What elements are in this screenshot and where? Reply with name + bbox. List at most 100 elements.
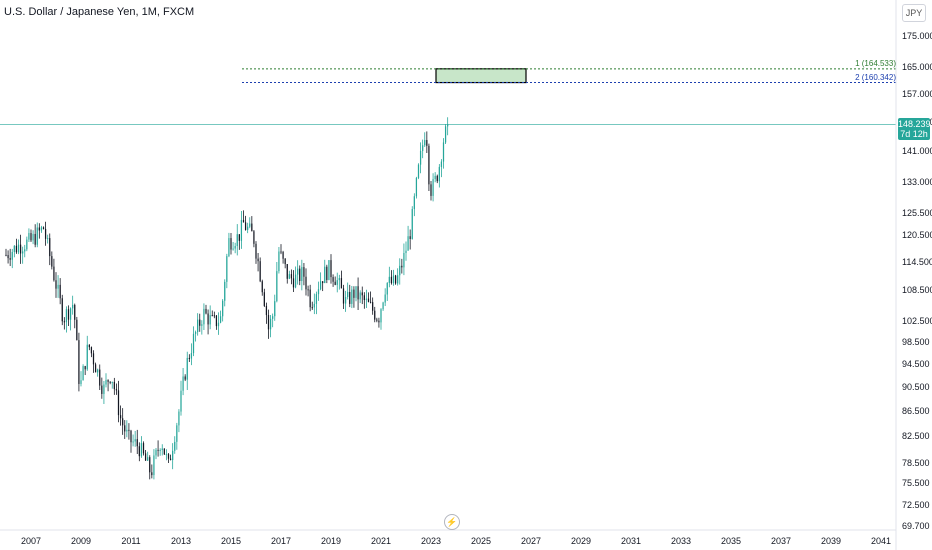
candle-body <box>419 150 422 165</box>
candle-body <box>247 226 249 230</box>
candle-body <box>384 294 386 303</box>
candle-body <box>169 458 172 461</box>
candle-body <box>386 282 388 295</box>
candle-body <box>44 228 47 239</box>
candle-body <box>334 281 336 285</box>
y-tick-label: 90.500 <box>902 381 930 392</box>
candle-body <box>438 166 440 182</box>
candle-body <box>19 244 22 254</box>
candle-body <box>172 450 174 461</box>
candle-body <box>157 449 159 451</box>
candle-body <box>244 222 247 230</box>
x-tick-label: 2021 <box>370 536 392 546</box>
y-tick-label: 94.500 <box>902 358 930 369</box>
candle-body <box>249 223 251 227</box>
lightning-icon[interactable]: ⚡ <box>444 514 460 530</box>
currency-button[interactable]: JPY <box>902 4 926 22</box>
candle-body <box>265 305 268 316</box>
candle-body <box>322 281 324 284</box>
candle-body <box>22 251 24 254</box>
candle-body <box>274 301 276 317</box>
candle-body <box>424 140 426 146</box>
candle-body <box>134 439 136 442</box>
candle-body <box>257 258 259 262</box>
candle-body <box>361 292 363 296</box>
candle-body <box>442 142 445 162</box>
candle-body <box>240 219 243 241</box>
candle-body <box>372 302 374 311</box>
candle-body <box>151 472 153 476</box>
candle-body <box>130 430 132 443</box>
candle-body <box>142 443 145 454</box>
candle-body <box>7 255 9 259</box>
candle-body <box>224 281 226 301</box>
candle-body <box>59 284 61 299</box>
candle-body <box>407 236 409 251</box>
candle-body <box>394 275 397 284</box>
candle-body <box>32 233 34 241</box>
candle-body <box>280 251 282 253</box>
candle-body <box>363 295 365 301</box>
candle-body <box>392 275 395 284</box>
candle-body <box>178 411 180 426</box>
y-tick-label: 75.500 <box>902 478 930 489</box>
candle-body <box>399 265 401 276</box>
candle-body <box>109 381 111 383</box>
candle-body <box>99 369 101 386</box>
candle-body <box>40 227 43 231</box>
candle-body <box>190 353 193 359</box>
candle-body <box>65 309 68 323</box>
candle-body <box>278 251 280 272</box>
y-tick-label: 108.500 <box>902 285 932 296</box>
candle-body <box>267 315 270 330</box>
x-tick-label: 2041 <box>870 536 892 546</box>
candle-body <box>211 315 213 317</box>
candle-body <box>111 381 113 383</box>
candle-body <box>192 333 195 354</box>
x-tick-label: 2027 <box>520 536 542 546</box>
x-tick-label: 2037 <box>770 536 792 546</box>
candle-body <box>201 324 203 326</box>
candle-body <box>215 315 218 327</box>
candle-body <box>294 274 297 288</box>
candle-body <box>307 289 309 291</box>
candle-body <box>94 364 97 373</box>
candle-body <box>176 425 178 442</box>
candle-body <box>217 322 220 327</box>
candle-body <box>15 245 18 253</box>
candle-body <box>194 332 197 334</box>
candle-body <box>349 291 351 304</box>
candle-body <box>128 429 130 431</box>
candle-body <box>11 251 13 260</box>
candle-body <box>205 308 207 314</box>
candle-body <box>17 244 20 253</box>
candle-body <box>138 446 140 457</box>
candle-body <box>49 238 51 257</box>
candle-body <box>365 298 368 301</box>
candle-body <box>203 308 205 325</box>
candle-body <box>332 277 334 282</box>
target-zone[interactable] <box>435 68 527 84</box>
candle-body <box>147 457 149 461</box>
candle-body <box>342 288 345 304</box>
candle-body <box>115 389 118 391</box>
candle-body <box>219 316 222 323</box>
candle-body <box>30 233 32 241</box>
level-label-2: 2 (160.342) <box>855 72 896 82</box>
candle-body <box>413 196 415 210</box>
candle-body <box>55 280 57 289</box>
candle-body <box>63 321 65 323</box>
candle-body <box>369 301 372 303</box>
candle-body <box>411 209 413 240</box>
candle-body <box>86 344 88 370</box>
candle-body <box>97 369 99 373</box>
y-tick-label: 82.500 <box>902 431 930 442</box>
candle-body <box>78 340 80 384</box>
x-tick-label: 2009 <box>70 536 92 546</box>
candle-body <box>299 268 301 282</box>
candle-body <box>422 145 424 151</box>
candle-body <box>103 384 105 394</box>
x-tick-label: 2017 <box>270 536 292 546</box>
last-price-value: 148.239 <box>898 119 931 129</box>
